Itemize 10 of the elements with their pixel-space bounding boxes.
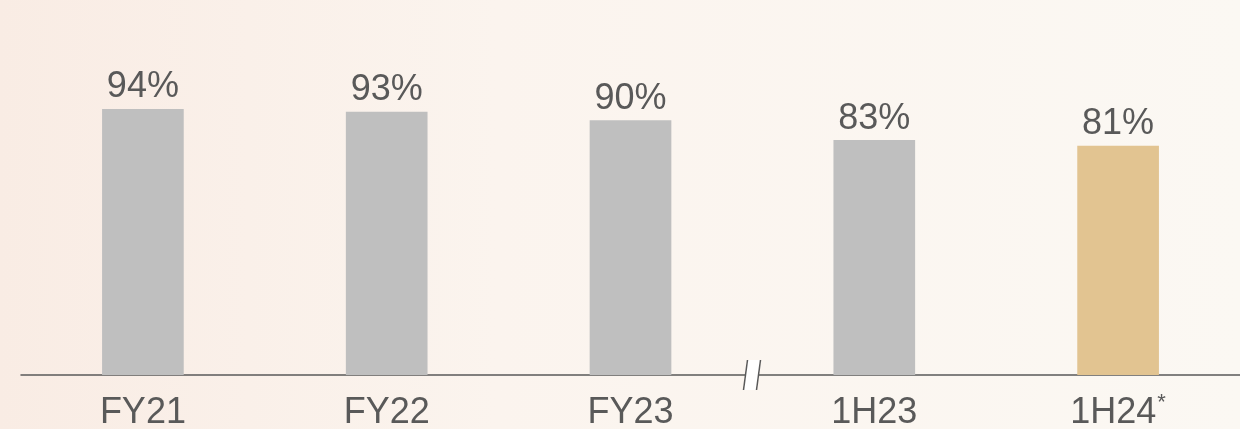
x-tick-label: FY23 — [587, 389, 674, 429]
data-label: 83% — [838, 95, 911, 137]
data-label: 90% — [594, 75, 667, 117]
x-tick-label: FY21 — [99, 389, 186, 429]
data-label: 93% — [350, 67, 423, 109]
data-label: 94% — [106, 64, 179, 106]
data-label: 81% — [1082, 101, 1155, 143]
x-tick-label: 1H23 — [831, 389, 918, 429]
x-tick-label: 1H24* — [1070, 388, 1167, 429]
x-tick-label: FY22 — [343, 389, 430, 429]
